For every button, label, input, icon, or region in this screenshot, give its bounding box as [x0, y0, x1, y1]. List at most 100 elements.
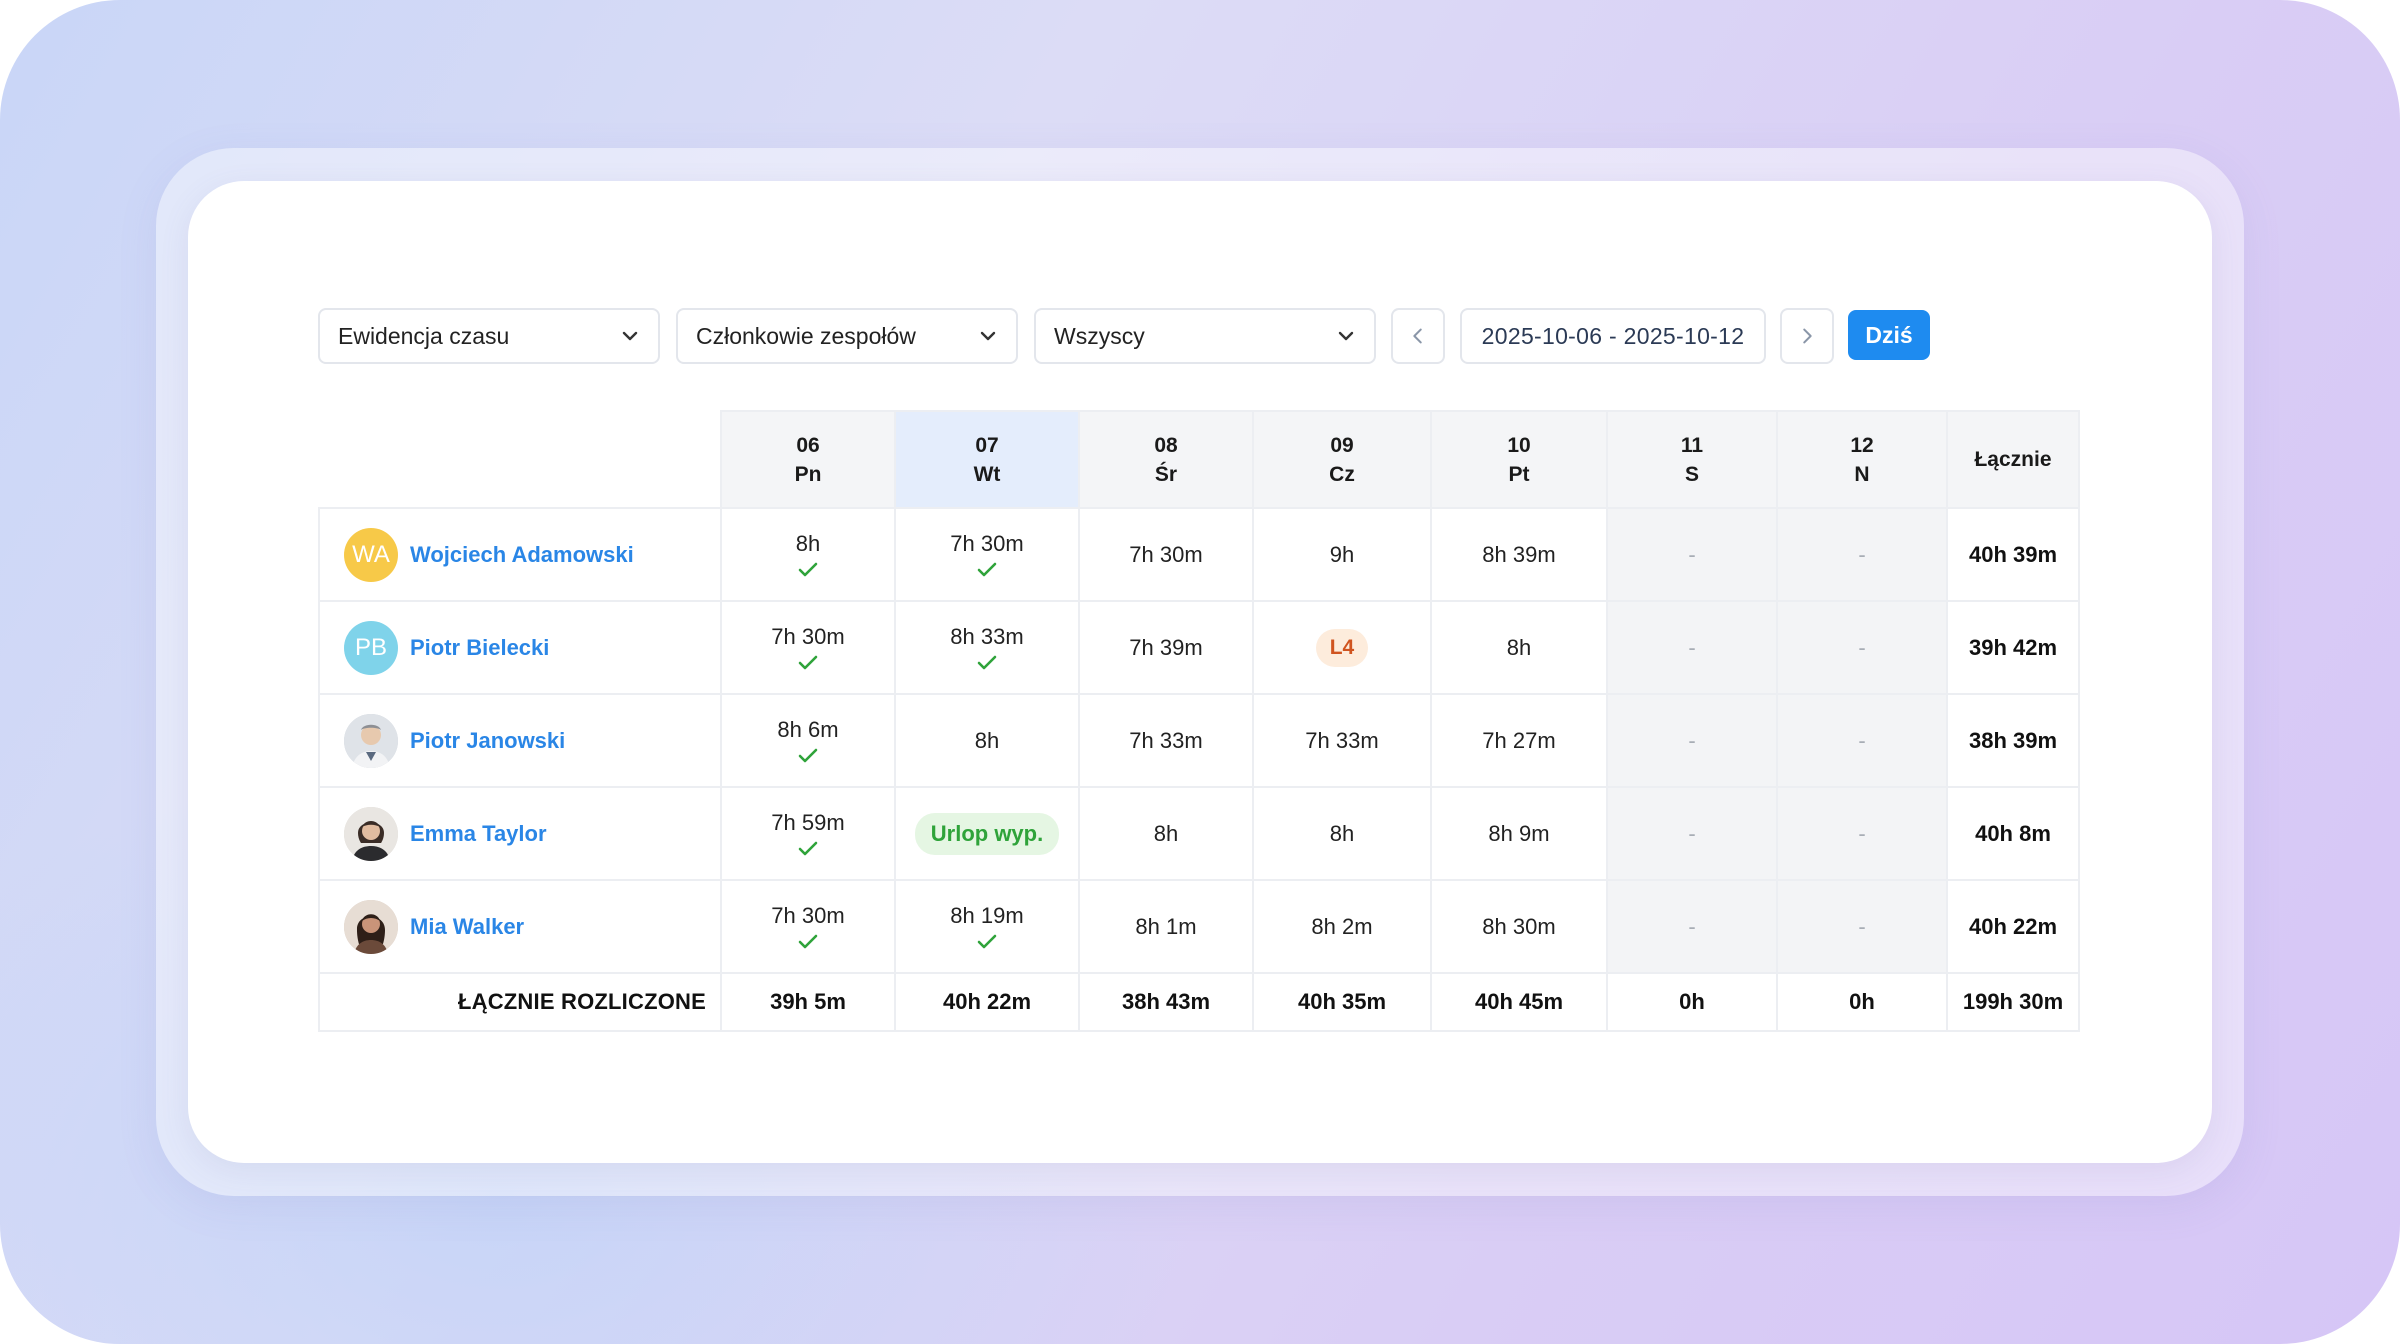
members-select[interactable]: Członkowie zespołów [676, 308, 1018, 364]
time-cell[interactable]: 7h 39m [1078, 600, 1254, 695]
weekend-cell: - [1776, 693, 1948, 788]
row-total: 38h 39m [1946, 693, 2080, 788]
chevron-left-icon [1413, 328, 1422, 344]
chevron-down-icon [1338, 331, 1354, 341]
today-button[interactable]: Dziś [1848, 310, 1930, 360]
check-icon [798, 841, 818, 855]
total-header: Łącznie [1946, 410, 2080, 509]
time-cell[interactable]: 8h [720, 507, 896, 602]
day-total: 40h 45m [1430, 972, 1608, 1032]
check-icon [798, 562, 818, 576]
person-cell: Piotr Janowski [318, 693, 722, 788]
time-cell[interactable]: 7h 30m [720, 879, 896, 974]
filter-select[interactable]: Wszyscy [1034, 308, 1376, 364]
avatar [344, 899, 398, 954]
time-cell[interactable]: 8h 2m [1252, 879, 1432, 974]
chevron-down-icon [980, 331, 996, 341]
day-header: 09 Cz [1252, 410, 1432, 509]
avatar: WA [344, 527, 398, 582]
view-select[interactable]: Ewidencja czasu [318, 308, 660, 364]
weekend-cell: - [1776, 879, 1948, 974]
check-icon [798, 655, 818, 669]
time-cell[interactable]: 7h 33m [1078, 693, 1254, 788]
time-cell[interactable]: 8h 30m [1430, 879, 1608, 974]
prev-week-button[interactable] [1391, 308, 1445, 364]
person-name-link[interactable]: Mia Walker [410, 913, 525, 939]
row-total: 40h 8m [1946, 786, 2080, 881]
check-icon [798, 934, 818, 948]
time-cell[interactable]: 7h 59m [720, 786, 896, 881]
time-cell[interactable]: 7h 33m [1252, 693, 1432, 788]
day-header: 08 Śr [1078, 410, 1254, 509]
person-name-link[interactable]: Piotr Janowski [410, 727, 566, 753]
day-total: 0h [1606, 972, 1778, 1032]
totals-label: ŁĄCZNIE ROZLICZONE [318, 972, 722, 1032]
time-cell[interactable]: 8h 1m [1078, 879, 1254, 974]
table-row: Mia Walker 7h 30m 8h 19m 8h 1m 8h 2m 8h … [318, 879, 2080, 974]
weekend-cell: - [1776, 600, 1948, 695]
time-cell[interactable]: 8h 9m [1430, 786, 1608, 881]
person-name-link[interactable]: Wojciech Adamowski [410, 541, 634, 567]
check-icon [977, 655, 997, 669]
time-cell[interactable]: 7h 27m [1430, 693, 1608, 788]
weekend-cell: - [1606, 693, 1778, 788]
time-cell[interactable]: 8h 6m [720, 693, 896, 788]
date-range-label: 2025-10-06 - 2025-10-12 [1481, 322, 1745, 349]
time-cell[interactable]: 8h [1078, 786, 1254, 881]
avatar: PB [344, 620, 398, 675]
table-row: WA Wojciech Adamowski 8h 7h 30m 7h 30m 9… [318, 507, 2080, 602]
day-header: 11 S [1606, 410, 1778, 509]
table-row: Emma Taylor 7h 59m Urlop wyp. 8h 8h 8h 9… [318, 786, 2080, 881]
person-photo-icon [344, 713, 398, 768]
row-total: 39h 42m [1946, 600, 2080, 695]
time-cell[interactable]: 8h 33m [894, 600, 1080, 695]
time-cell[interactable]: 8h [894, 693, 1080, 788]
grand-total: 199h 30m [1946, 972, 2080, 1032]
time-cell[interactable]: 8h 19m [894, 879, 1080, 974]
person-cell: WA Wojciech Adamowski [318, 507, 722, 602]
time-cell[interactable]: 7h 30m [1078, 507, 1254, 602]
view-select-value: Ewidencja czasu [338, 322, 510, 349]
chevron-down-icon [622, 331, 638, 341]
vacation-badge: Urlop wyp. [914, 812, 1060, 855]
time-cell[interactable]: L4 [1252, 600, 1432, 695]
table-row: PB Piotr Bielecki 7h 30m 8h 33m 7h 39m L… [318, 600, 2080, 695]
day-header-today: 07 Wt [894, 410, 1080, 509]
today-button-label: Dziś [1865, 321, 1913, 348]
weekend-cell: - [1606, 600, 1778, 695]
timesheet-table: 06 Pn 07 Wt 08 Śr 09 Cz 10 Pt 11 S 12 N Łącznie… [318, 410, 2080, 1032]
day-total: 40h 22m [894, 972, 1080, 1032]
weekend-cell: - [1606, 507, 1778, 602]
time-cell[interactable]: 7h 30m [894, 507, 1080, 602]
weekend-cell: - [1606, 786, 1778, 881]
person-name-link[interactable]: Piotr Bielecki [410, 634, 550, 660]
row-total: 40h 39m [1946, 507, 2080, 602]
filter-select-value: Wszyscy [1054, 322, 1145, 349]
day-total: 38h 43m [1078, 972, 1254, 1032]
person-name-link[interactable]: Emma Taylor [410, 820, 547, 846]
header-blank [318, 410, 722, 509]
time-cell[interactable]: 8h 39m [1430, 507, 1608, 602]
time-cell[interactable]: 9h [1252, 507, 1432, 602]
date-range[interactable]: 2025-10-06 - 2025-10-12 [1460, 308, 1766, 364]
person-photo-icon [344, 899, 398, 954]
person-photo-icon [344, 806, 398, 861]
totals-row: ŁĄCZNIE ROZLICZONE 39h 5m 40h 22m 38h 43… [318, 972, 2080, 1032]
row-total: 40h 22m [1946, 879, 2080, 974]
sick-leave-badge: L4 [1315, 628, 1369, 667]
chevron-right-icon [1803, 328, 1812, 344]
members-select-value: Członkowie zespołów [696, 322, 916, 349]
time-cell[interactable]: 7h 30m [720, 600, 896, 695]
check-icon [798, 748, 818, 762]
day-header: 12 N [1776, 410, 1948, 509]
person-cell: PB Piotr Bielecki [318, 600, 722, 695]
weekend-cell: - [1606, 879, 1778, 974]
header-row: 06 Pn 07 Wt 08 Śr 09 Cz 10 Pt 11 S 12 N Łącznie [318, 410, 2080, 509]
next-week-button[interactable] [1780, 308, 1834, 364]
time-cell[interactable]: Urlop wyp. [894, 786, 1080, 881]
weekend-cell: - [1776, 507, 1948, 602]
check-icon [977, 934, 997, 948]
time-cell[interactable]: 8h [1252, 786, 1432, 881]
day-header: 10 Pt [1430, 410, 1608, 509]
time-cell[interactable]: 8h [1430, 600, 1608, 695]
